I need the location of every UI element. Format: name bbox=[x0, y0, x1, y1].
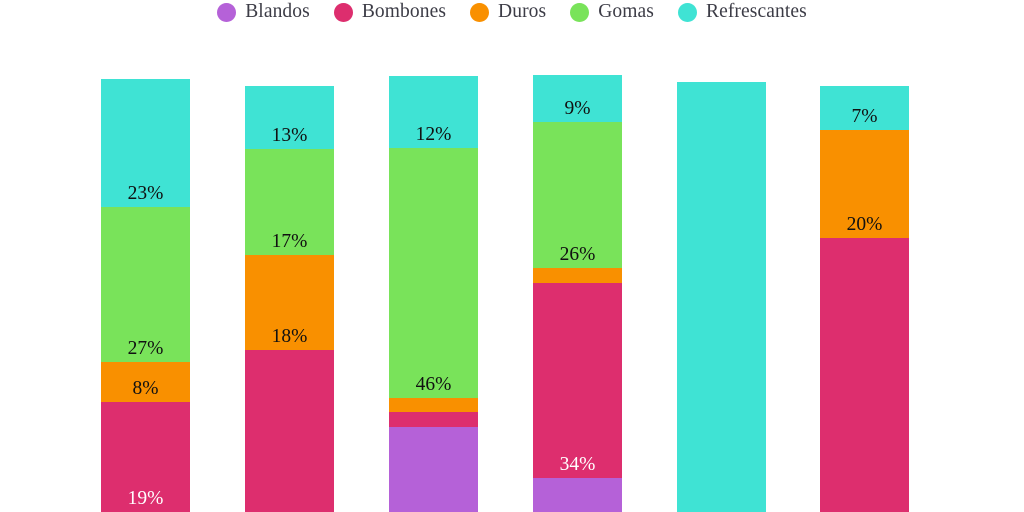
legend-item-blandos[interactable]: Blandos bbox=[217, 2, 310, 22]
bar-segment-refrescantes[interactable]: 12% bbox=[389, 76, 478, 148]
segment-value-label: 9% bbox=[564, 97, 591, 119]
bar-segment-blandos[interactable] bbox=[389, 427, 478, 512]
bar-segment-refrescantes[interactable]: 23% bbox=[101, 79, 190, 207]
bar-segment-bombones[interactable] bbox=[245, 350, 334, 512]
segment-value-label: 8% bbox=[132, 377, 159, 399]
bar-segment-bombones[interactable]: 19% bbox=[101, 402, 190, 512]
legend-item-label: Blandos bbox=[245, 1, 310, 23]
stacked-bar-5[interactable] bbox=[677, 82, 766, 512]
bar-segment-gomas[interactable]: 46% bbox=[389, 148, 478, 398]
bar-segment-gomas[interactable]: 26% bbox=[533, 122, 622, 268]
bar-segment-blandos[interactable] bbox=[533, 478, 622, 512]
bar-segment-duros[interactable] bbox=[389, 398, 478, 412]
bar-segment-refrescantes[interactable]: 7% bbox=[820, 86, 909, 130]
segment-value-label: 12% bbox=[415, 123, 452, 145]
segment-value-label: 19% bbox=[127, 487, 164, 509]
segment-value-label: 7% bbox=[851, 105, 878, 127]
stacked-bar-6[interactable]: 7% 20% bbox=[820, 86, 909, 512]
legend-item-label: Refrescantes bbox=[705, 1, 807, 23]
bar-segment-gomas[interactable]: 27% bbox=[101, 207, 190, 362]
bar-segment-duros[interactable]: 18% bbox=[245, 255, 334, 350]
stacked-bar-2[interactable]: 13% 17% 18% bbox=[245, 86, 334, 512]
bar-segment-refrescantes[interactable] bbox=[677, 82, 766, 512]
legend-item-duros[interactable]: Duros bbox=[470, 2, 546, 22]
stacked-bar-1[interactable]: 23% 27% 8% 19% bbox=[101, 79, 190, 512]
circle-swatch-icon bbox=[333, 2, 353, 22]
segment-value-label: 18% bbox=[271, 325, 308, 347]
bar-segment-refrescantes[interactable]: 13% bbox=[245, 86, 334, 149]
bar-segment-gomas[interactable]: 17% bbox=[245, 149, 334, 255]
bar-segment-refrescantes[interactable]: 9% bbox=[533, 75, 622, 122]
circle-swatch-icon bbox=[677, 2, 697, 22]
segment-value-label: 34% bbox=[559, 453, 596, 475]
legend-item-refrescantes[interactable]: Refrescantes bbox=[677, 1, 807, 23]
bar-segment-bombones[interactable] bbox=[389, 412, 478, 427]
segment-value-label: 17% bbox=[271, 230, 308, 252]
legend-item-label: Duros bbox=[498, 1, 547, 23]
legend-item-bombones[interactable]: Bombones bbox=[333, 1, 447, 23]
segment-value-label: 23% bbox=[127, 182, 164, 204]
segment-value-label: 13% bbox=[271, 124, 308, 146]
legend-item-gomas[interactable]: Gomas bbox=[570, 2, 654, 22]
bar-segment-duros[interactable]: 8% bbox=[101, 362, 190, 402]
stacked-bar-3[interactable]: 12% 46% bbox=[389, 76, 478, 512]
segment-value-label: 26% bbox=[559, 243, 596, 265]
legend-item-label: Gomas bbox=[598, 1, 654, 23]
bar-segment-duros[interactable] bbox=[533, 268, 622, 283]
circle-swatch-icon bbox=[570, 2, 590, 22]
segment-value-label: 46% bbox=[415, 373, 452, 395]
circle-swatch-icon bbox=[470, 2, 490, 22]
bar-segment-bombones[interactable] bbox=[820, 238, 909, 512]
bar-segment-duros[interactable]: 20% bbox=[820, 130, 909, 238]
bar-segment-bombones[interactable]: 34% bbox=[533, 283, 622, 478]
chart-legend: Blandos Bombones Duros Gomas Refrescantes bbox=[0, 0, 1024, 24]
stacked-bar-4[interactable]: 9% 26% 34% bbox=[533, 75, 622, 512]
circle-swatch-icon bbox=[217, 2, 237, 22]
legend-item-label: Bombones bbox=[361, 1, 447, 23]
segment-value-label: 20% bbox=[846, 213, 883, 235]
segment-value-label: 27% bbox=[127, 337, 164, 359]
